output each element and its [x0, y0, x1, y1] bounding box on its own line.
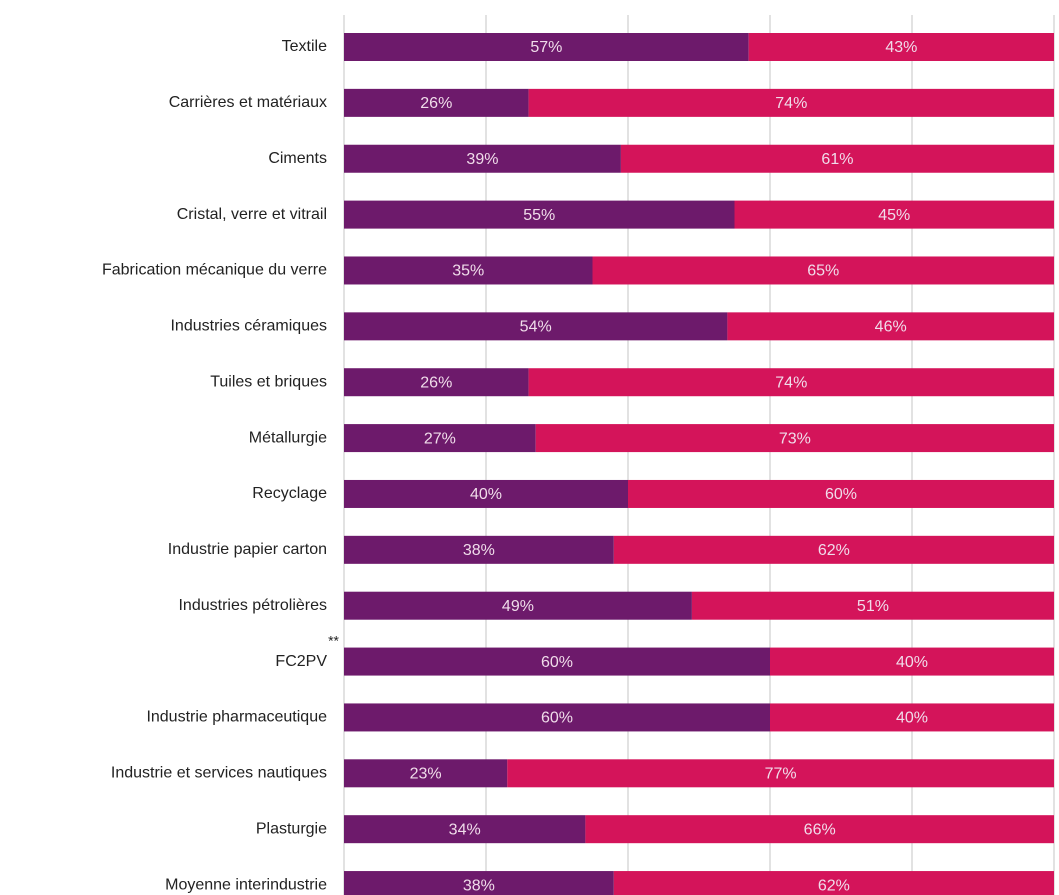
bar-segment [613, 535, 1054, 564]
bar-segment [344, 33, 749, 61]
value-label: 66% [804, 821, 836, 838]
value-label: 54% [520, 319, 552, 336]
bar-segment [628, 479, 1054, 508]
value-label: 38% [463, 542, 495, 559]
bar-segment [344, 535, 614, 564]
category-label: Fabrication mécanique du verre [102, 262, 327, 279]
bar-segment [344, 703, 770, 732]
category-label: Industrie papier carton [168, 541, 327, 558]
value-label: 60% [541, 654, 573, 671]
bar-segment [344, 88, 529, 117]
value-label: 65% [807, 263, 839, 280]
value-label: 49% [502, 598, 534, 615]
value-label: 35% [452, 263, 484, 280]
bar-segment [507, 759, 1054, 788]
value-label: 40% [896, 654, 928, 671]
bar-segment [344, 759, 508, 788]
category-label: Tuiles et briques [210, 373, 327, 390]
value-label: 77% [765, 766, 797, 783]
category-label: Industries céramiques [170, 318, 327, 335]
value-label: 74% [775, 95, 807, 112]
value-label: 43% [885, 39, 917, 56]
category-label: Moyenne interindustrie [165, 876, 327, 893]
value-label: 46% [875, 319, 907, 336]
bar-segment [344, 424, 536, 453]
value-label: 34% [449, 821, 481, 838]
bar-segment [734, 200, 1054, 229]
value-label: 26% [420, 374, 452, 391]
bar-segment [344, 200, 735, 229]
bar-segment [592, 256, 1054, 285]
bar-segment [344, 647, 770, 676]
value-label: 51% [857, 598, 889, 615]
value-label: 60% [541, 710, 573, 727]
bar-segment [344, 256, 593, 285]
bar-segment [528, 88, 1054, 117]
value-label: 39% [466, 151, 498, 168]
bar-segment [535, 424, 1054, 453]
value-label: 40% [896, 710, 928, 727]
value-label: 38% [463, 877, 495, 894]
category-label: Métallurgie [249, 429, 327, 446]
value-label: 73% [779, 430, 811, 447]
category-label: Industrie pharmaceutique [146, 709, 327, 726]
bar-segment [344, 312, 728, 341]
value-label: 62% [818, 877, 850, 894]
category-label: Industries pétrolières [178, 597, 327, 614]
bar-segment [528, 368, 1054, 397]
bar-segment [727, 312, 1054, 341]
value-label: 57% [530, 39, 562, 56]
bar-segment [691, 591, 1054, 620]
value-label: 61% [821, 151, 853, 168]
annotation: ** [328, 632, 339, 648]
category-label: Textile [282, 38, 327, 55]
bar-segment [344, 815, 586, 844]
value-label: 62% [818, 542, 850, 559]
bar-segment [585, 815, 1054, 844]
bar-segment [770, 647, 1054, 676]
category-label: FC2PV [275, 653, 327, 670]
category-label: Cristal, verre et vitrail [177, 206, 327, 223]
bar-segment [344, 479, 628, 508]
value-label: 55% [523, 207, 555, 224]
category-label: Ciments [268, 150, 327, 167]
bar-segment [748, 33, 1054, 61]
category-label: Plasturgie [256, 820, 327, 837]
category-label: Carrières et matériaux [169, 94, 327, 111]
value-label: 74% [775, 374, 807, 391]
value-label: 45% [878, 207, 910, 224]
value-label: 27% [424, 430, 456, 447]
bar-segment [620, 144, 1054, 173]
category-label: Industrie et services nautiques [111, 765, 327, 782]
value-label: 40% [470, 486, 502, 503]
bar-segment [344, 144, 621, 173]
bar-segment [344, 591, 692, 620]
bar-segment [613, 871, 1054, 895]
bar-segment [344, 871, 614, 895]
value-label: 26% [420, 95, 452, 112]
value-label: 23% [410, 766, 442, 783]
bar-segment [770, 703, 1054, 732]
category-label: Recyclage [252, 485, 327, 502]
bar-segment [344, 368, 529, 397]
value-label: 60% [825, 486, 857, 503]
